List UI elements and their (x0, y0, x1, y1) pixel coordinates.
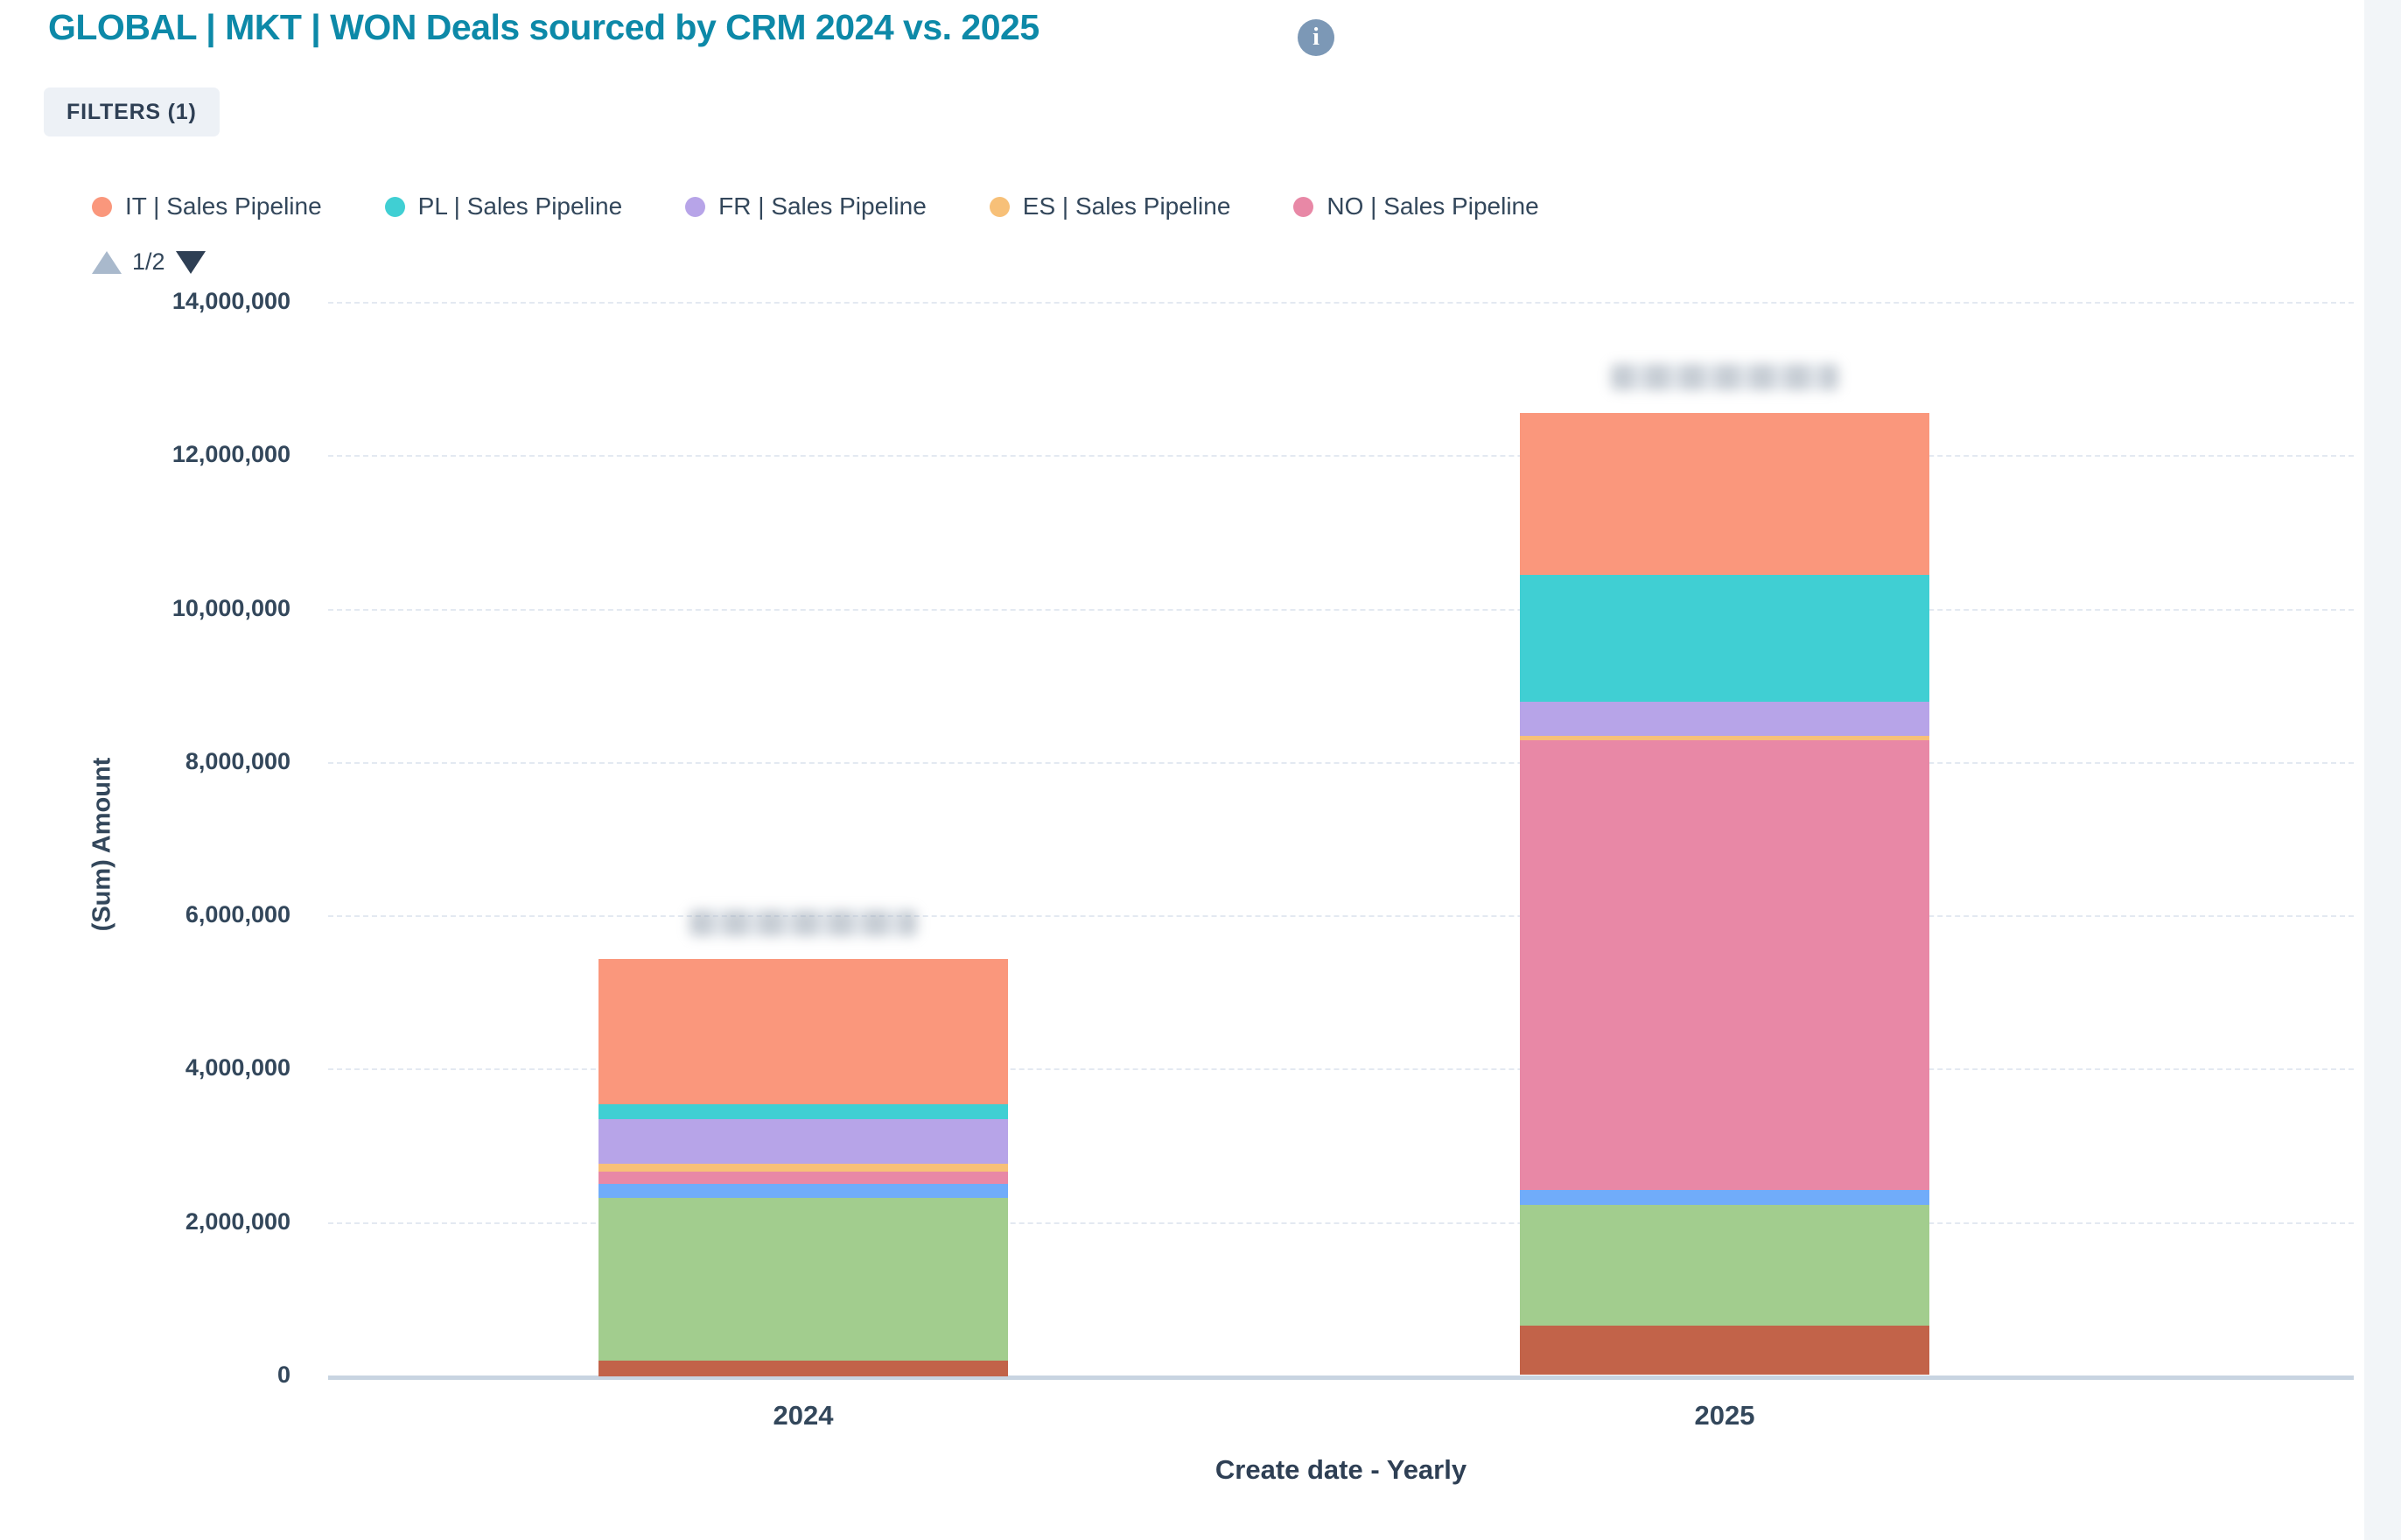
legend-item-label: ES | Sales Pipeline (1022, 192, 1231, 220)
bar-segment-2025-it[interactable] (1520, 413, 1929, 575)
legend-item-label: NO | Sales Pipeline (1326, 192, 1539, 220)
legend-marker-icon (92, 196, 112, 217)
y-axis-tick-label: 4,000,000 (185, 1054, 290, 1082)
bar-segment-2025-series7[interactable] (1520, 1205, 1929, 1326)
gridline (328, 1068, 2354, 1071)
bar-total-label-redacted (690, 910, 917, 936)
legend-marker-icon (989, 196, 1010, 217)
bar-segment-2024-es[interactable] (598, 1164, 1008, 1172)
bar-segment-2024-fr[interactable] (598, 1119, 1008, 1164)
bar-segment-2025-series8[interactable] (1520, 1326, 1929, 1375)
bar-segment-2025-fr[interactable] (1520, 702, 1929, 736)
legend-page-indicator: 1/2 (132, 248, 165, 275)
stacked-bar-2024 (598, 959, 1008, 1376)
report-title[interactable]: GLOBAL | MKT | WON Deals sourced by CRM … (48, 7, 1040, 47)
y-axis-tick-label: 12,000,000 (172, 441, 290, 468)
legend-item-pl[interactable]: PL | Sales Pipeline (384, 192, 623, 220)
legend-pager: 1/2 (92, 248, 206, 276)
y-axis-tick-label: 0 (276, 1362, 290, 1388)
legend-marker-icon (685, 196, 706, 217)
bar-segment-2025-series6[interactable] (1520, 1190, 1929, 1205)
bar-segment-2024-it[interactable] (598, 959, 1008, 1104)
info-icon[interactable]: i (1298, 19, 1334, 56)
bar-segment-2025-no[interactable] (1520, 740, 1929, 1190)
x-axis-title: Create date - Yearly (1214, 1454, 1467, 1485)
y-axis-tick-label: 14,000,000 (172, 288, 290, 314)
bar-segment-2024-pl[interactable] (598, 1104, 1008, 1119)
gridline (328, 1222, 2354, 1224)
legend-page-down-icon[interactable] (175, 250, 206, 274)
legend-marker-icon (1293, 196, 1314, 217)
y-axis-tick-label: 10,000,000 (172, 594, 290, 621)
y-axis-tick-label: 2,000,000 (185, 1208, 290, 1235)
y-axis-tick-label: 8,000,000 (185, 747, 290, 774)
plot-area (328, 302, 2354, 1380)
gridline (328, 761, 2354, 764)
legend-page-up-icon[interactable] (92, 250, 122, 274)
legend-item-es[interactable]: ES | Sales Pipeline (989, 192, 1231, 220)
bar-segment-2024-no[interactable] (598, 1172, 1008, 1184)
legend-marker-icon (384, 196, 405, 217)
info-icon-glyph: i (1312, 24, 1320, 51)
bar-segment-2025-es[interactable] (1520, 736, 1929, 740)
legend-item-label: IT | Sales Pipeline (125, 192, 322, 220)
legend: IT | Sales Pipeline PL | Sales Pipeline FR… (92, 192, 1539, 220)
bar-segment-2025-pl[interactable] (1520, 575, 1929, 702)
stacked-bar-2025 (1520, 413, 1929, 1376)
x-axis-category-label: 2025 (1694, 1400, 1755, 1431)
filters-chip[interactable]: FILTERS (1) (44, 88, 220, 136)
bar-segment-2024-series7[interactable] (598, 1198, 1008, 1361)
bar-total-label-redacted (1611, 364, 1838, 390)
x-axis-category-label: 2024 (773, 1400, 834, 1431)
y-axis-tick-label: 6,000,000 (185, 901, 290, 928)
gridline (328, 608, 2354, 611)
legend-item-it[interactable]: IT | Sales Pipeline (92, 192, 322, 220)
legend-item-label: PL | Sales Pipeline (417, 192, 623, 220)
page-edge-strip (2364, 0, 2401, 1540)
bar-segment-2024-series6[interactable] (598, 1184, 1008, 1198)
legend-item-label: FR | Sales Pipeline (718, 192, 927, 220)
gridline (328, 455, 2354, 458)
gridline (328, 915, 2354, 918)
bar-segment-2024-series8[interactable] (598, 1361, 1008, 1376)
legend-item-fr[interactable]: FR | Sales Pipeline (685, 192, 927, 220)
gridline (328, 302, 2354, 304)
legend-item-no[interactable]: NO | Sales Pipeline (1293, 192, 1539, 220)
